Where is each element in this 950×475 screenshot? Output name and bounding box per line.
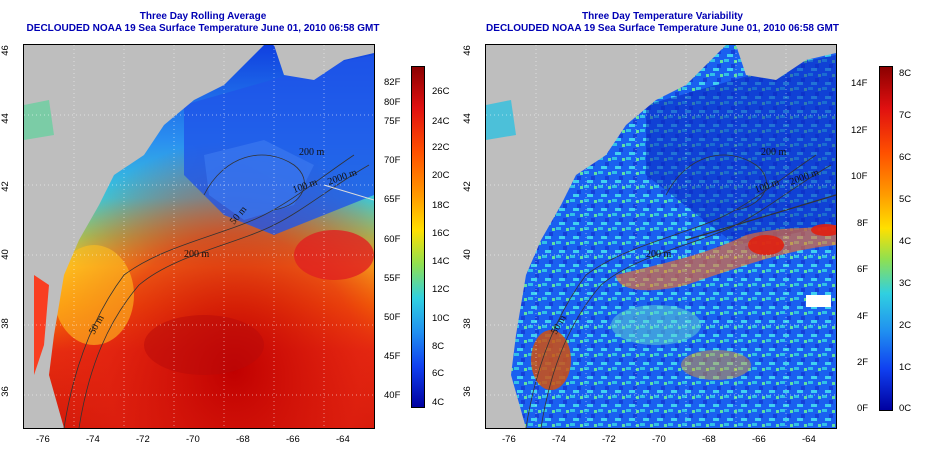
panel-title-variability: Three Day Temperature Variability DECLOU… [470, 11, 855, 35]
lon-tick: -66 [752, 434, 766, 445]
f-label: 12F [851, 125, 868, 136]
lon-tick: -72 [136, 434, 150, 445]
f-label: 60F [384, 234, 401, 245]
lat-tick: 36 [461, 386, 473, 397]
colorbar-average [411, 66, 425, 408]
c-label: 0C [899, 403, 912, 414]
map-frame-average [23, 44, 375, 429]
f-label: 14F [851, 78, 868, 89]
lat-tick: 38 [461, 318, 473, 329]
c-label: 24C [432, 116, 450, 127]
lat-tick: 40 [461, 249, 473, 260]
lat-tick: 42 [0, 181, 11, 192]
f-label: 45F [384, 351, 401, 362]
f-label: 6F [857, 264, 869, 275]
panel-title-average: Three Day Rolling Average DECLOUDED NOAA… [8, 11, 398, 35]
c-label: 8C [432, 341, 445, 352]
c-label: 20C [432, 170, 450, 181]
sst-variability-map: 2000 m 200 m 100 m 50 m 200 m [486, 45, 836, 428]
c-label: 10C [432, 313, 450, 324]
contour-label-200b: 200 m [761, 147, 787, 158]
lon-tick: -70 [652, 434, 666, 445]
f-label: 55F [384, 273, 401, 284]
c-label: 5C [899, 194, 912, 205]
lat-tick: 46 [0, 45, 11, 56]
c-label: 8C [899, 68, 912, 79]
lon-tick: -66 [286, 434, 300, 445]
c-label: 18C [432, 200, 450, 211]
f-label: 4F [857, 311, 869, 322]
c-label: 14C [432, 256, 450, 267]
f-label: 65F [384, 194, 401, 205]
lon-tick: -64 [802, 434, 816, 445]
lon-tick: -70 [186, 434, 200, 445]
c-label: 26C [432, 86, 450, 97]
sst-average-map: 2000 m 200 m 100 m 50 m 200 m 50 m [24, 45, 374, 428]
lat-tick: 40 [0, 249, 11, 260]
lat-tick: 42 [461, 181, 473, 192]
lon-tick: -68 [236, 434, 250, 445]
lon-tick: -72 [602, 434, 616, 445]
colorbar-variability [879, 66, 893, 411]
f-label: 75F [384, 116, 401, 127]
title-line-2: DECLOUDED NOAA 19 Sea Surface Temperatur… [26, 23, 380, 34]
lat-tick: 38 [0, 318, 11, 329]
f-label: 82F [384, 77, 401, 88]
f-label: 50F [384, 312, 401, 323]
c-label: 7C [899, 110, 912, 121]
title-line-2: DECLOUDED NOAA 19 Sea Surface Temperatur… [486, 23, 839, 34]
title-line-1: Three Day Rolling Average [139, 11, 267, 22]
lat-tick: 36 [0, 386, 11, 397]
f-label: 0F [857, 403, 869, 414]
lon-tick: -68 [702, 434, 716, 445]
c-label: 4C [432, 397, 445, 408]
c-label: 2C [899, 320, 912, 331]
lon-tick: -76 [36, 434, 50, 445]
sst-variability-svg: 2000 m 200 m 100 m 50 m 200 m [486, 45, 836, 428]
c-label: 6C [899, 152, 912, 163]
f-label: 70F [384, 155, 401, 166]
lat-tick: 44 [0, 113, 11, 124]
lat-tick: 46 [461, 45, 473, 56]
contour-label-200: 200 m [184, 249, 210, 260]
contour-label-200b: 200 m [299, 147, 325, 158]
lon-tick: -64 [336, 434, 350, 445]
map-frame-variability [485, 44, 837, 429]
lat-tick: 44 [461, 113, 473, 124]
c-label: 6C [432, 368, 445, 379]
f-label: 40F [384, 390, 401, 401]
sst-average-svg: 2000 m 200 m 100 m 50 m 200 m 50 m [24, 45, 374, 428]
f-label: 80F [384, 97, 401, 108]
c-label: 4C [899, 236, 912, 247]
c-label: 22C [432, 142, 450, 153]
lon-tick: -74 [86, 434, 100, 445]
lon-tick: -74 [552, 434, 566, 445]
f-label: 10F [851, 171, 868, 182]
c-label: 12C [432, 284, 450, 295]
c-label: 16C [432, 228, 450, 239]
f-label: 8F [857, 218, 869, 229]
lon-tick: -76 [502, 434, 516, 445]
c-label: 1C [899, 362, 912, 373]
c-label: 3C [899, 278, 912, 289]
contour-label-200: 200 m [646, 249, 672, 260]
f-label: 2F [857, 357, 869, 368]
title-line-1: Three Day Temperature Variability [582, 11, 743, 22]
